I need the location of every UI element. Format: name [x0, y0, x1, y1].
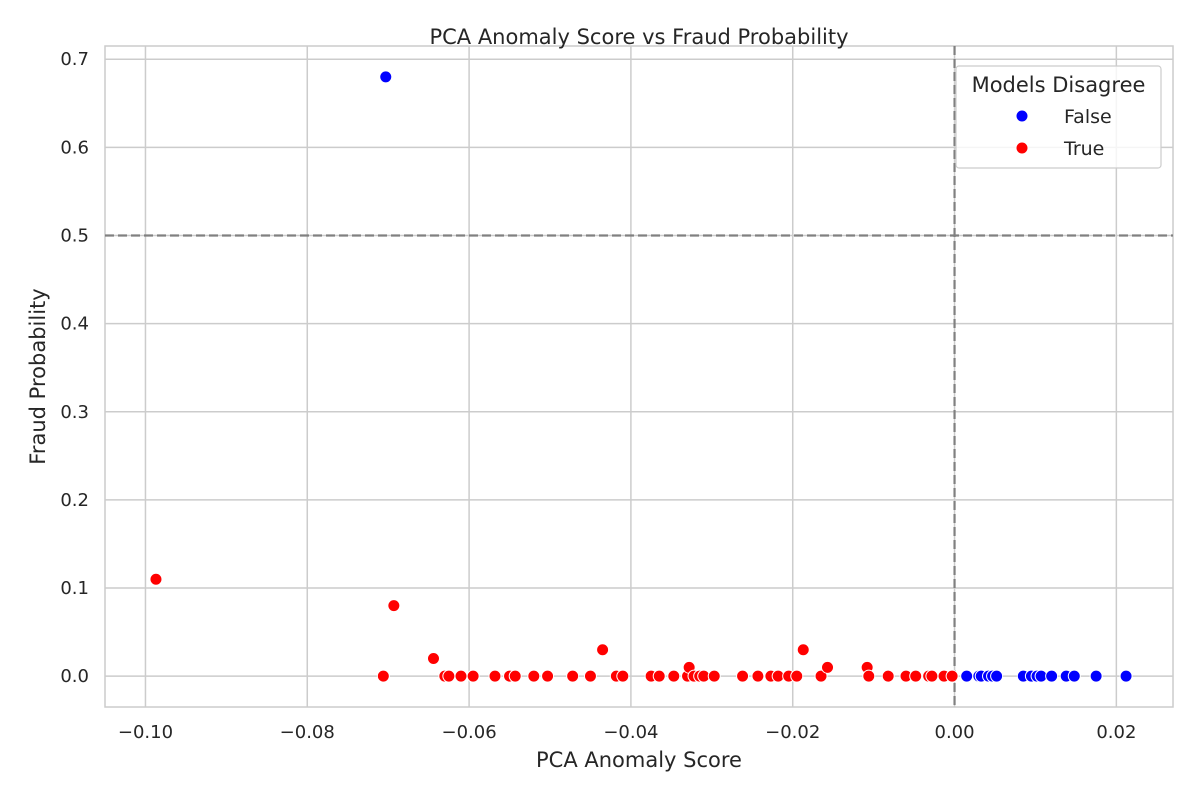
data-point-true	[925, 669, 939, 683]
data-point-false	[1089, 669, 1103, 683]
data-point-false	[1045, 669, 1059, 683]
data-point-true	[707, 669, 721, 683]
data-point-true	[583, 669, 597, 683]
y-axis-label: Fraud Probability	[26, 288, 50, 464]
data-point-true	[376, 669, 390, 683]
data-point-true	[442, 669, 456, 683]
reference-lines	[105, 46, 1173, 707]
data-point-true	[426, 652, 440, 666]
y-tick-label: 0.3	[60, 402, 89, 423]
x-axis-label: PCA Anomaly Score	[536, 748, 742, 772]
data-point-true	[814, 669, 828, 683]
x-tick-label: −0.06	[442, 722, 497, 743]
legend-title: Models Disagree	[972, 73, 1146, 97]
legend: Models Disagree False True	[955, 65, 1162, 169]
x-tick-label: −0.10	[118, 722, 173, 743]
data-point-true	[862, 669, 876, 683]
data-point-true	[652, 669, 666, 683]
data-point-true	[596, 643, 610, 657]
data-point-true	[488, 669, 502, 683]
legend-entries: False True	[1015, 106, 1112, 160]
y-tick-label: 0.1	[60, 578, 89, 599]
legend-marker	[1015, 109, 1029, 123]
data-point-false	[379, 70, 393, 84]
data-point-true	[945, 669, 959, 683]
x-tick-labels: −0.10 −0.08 −0.06 −0.04 −0.02 0.00 0.02	[118, 722, 1137, 743]
legend-box	[955, 65, 1162, 169]
y-tick-label: 0.5	[60, 225, 89, 246]
data-point-true	[149, 572, 163, 586]
data-point-false	[1119, 669, 1133, 683]
x-tick-label: −0.04	[603, 722, 658, 743]
y-tick-label: 0.2	[60, 490, 89, 511]
data-point-false	[960, 669, 974, 683]
data-point-true	[909, 669, 923, 683]
data-point-true	[736, 669, 750, 683]
data-point-true	[751, 669, 765, 683]
y-tick-label: 0.0	[60, 666, 89, 687]
y-tick-labels: 0.0 0.1 0.2 0.3 0.4 0.5 0.6 0.7	[60, 49, 89, 687]
plot-area-frame	[104, 45, 1174, 708]
legend-label: False	[1064, 106, 1112, 128]
data-point-true	[796, 643, 810, 657]
y-tick-label: 0.7	[60, 49, 89, 70]
data-point-false	[1067, 669, 1081, 683]
x-tick-label: 0.02	[1096, 722, 1136, 743]
legend-marker	[1015, 141, 1029, 155]
data-point-true	[541, 669, 555, 683]
data-point-true	[454, 669, 468, 683]
data-points	[149, 70, 1133, 683]
data-point-true	[387, 599, 401, 613]
chart-title: PCA Anomaly Score vs Fraud Probability	[429, 25, 848, 49]
data-point-true	[667, 669, 681, 683]
x-tick-label: −0.08	[280, 722, 335, 743]
x-tick-label: −0.02	[765, 722, 820, 743]
y-tick-label: 0.6	[60, 137, 89, 158]
data-point-true	[790, 669, 804, 683]
legend-label: True	[1063, 138, 1104, 160]
x-tick-label: 0.00	[935, 722, 975, 743]
data-point-true	[821, 660, 835, 674]
data-point-true	[466, 669, 480, 683]
data-point-true	[527, 669, 541, 683]
data-point-true	[616, 669, 630, 683]
data-point-true	[566, 669, 580, 683]
data-point-false	[990, 669, 1004, 683]
y-tick-label: 0.4	[60, 314, 89, 335]
data-point-true	[508, 669, 522, 683]
data-point-true	[881, 669, 895, 683]
